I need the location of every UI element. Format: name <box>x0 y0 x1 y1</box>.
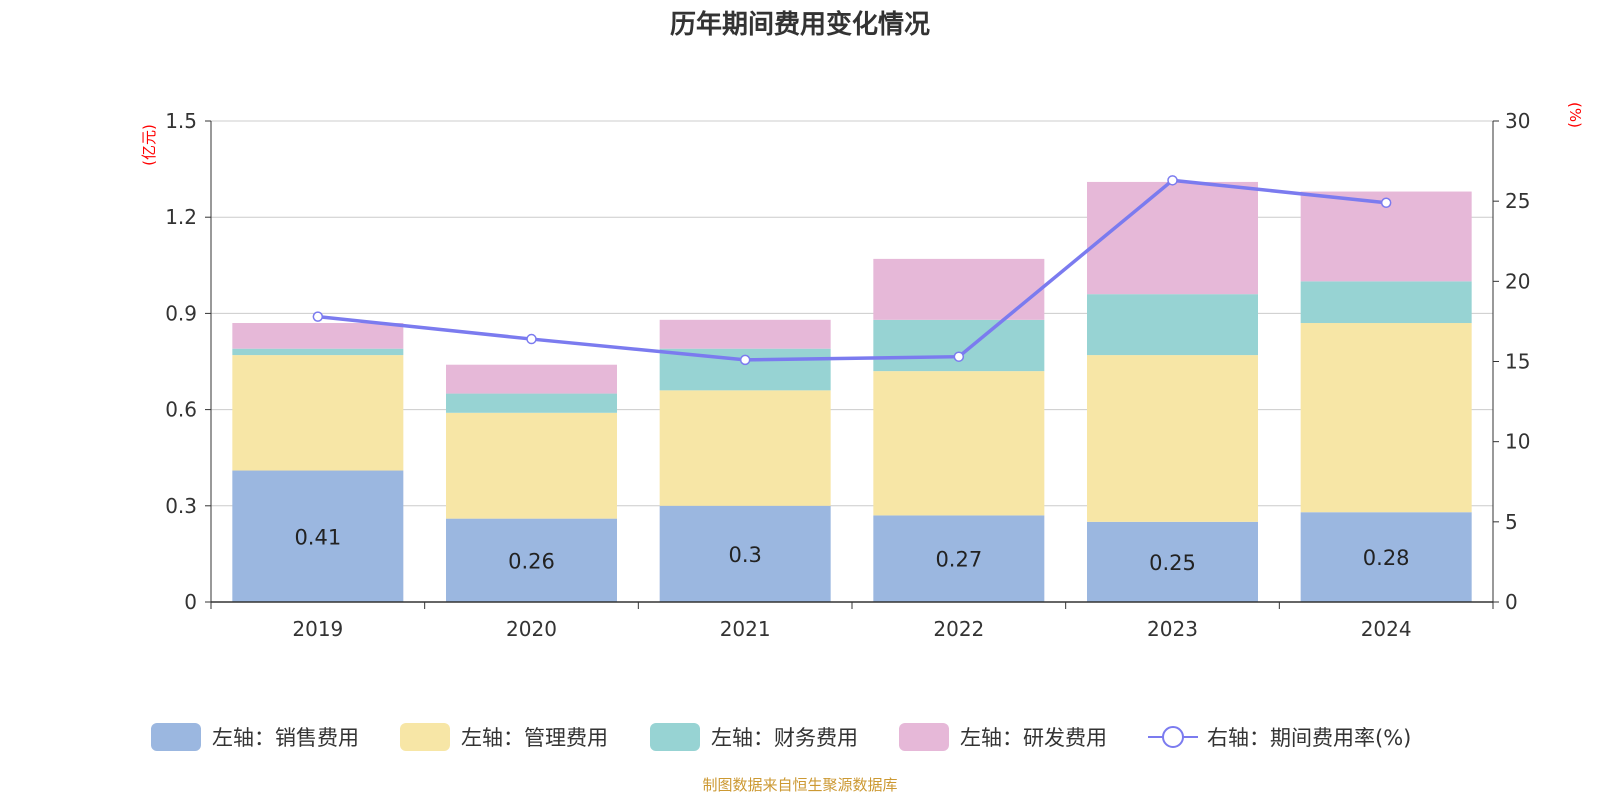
right-axis-unit: (%) <box>1566 102 1584 128</box>
bar-value-label: 0.41 <box>294 525 341 549</box>
bar-segment <box>873 371 1045 516</box>
legend-label: 左轴：销售费用 <box>212 726 359 750</box>
bar-segment <box>873 319 1045 372</box>
data-labels: 0.41 0.26 0.3 0.27 0.25 0.28 <box>294 525 1409 575</box>
bar-segment <box>446 518 617 602</box>
bar-segment <box>1087 181 1258 295</box>
rate-point <box>953 351 965 362</box>
right-tick-label: 20 <box>1505 269 1530 293</box>
bar-segment <box>659 390 831 506</box>
rate-line <box>312 175 1392 366</box>
legend-label: 右轴：期间费用率(%) <box>1207 726 1411 750</box>
right-tick-label: 5 <box>1505 510 1518 534</box>
left-tick-label: 1.2 <box>165 205 197 229</box>
bar-value-label: 0.28 <box>1363 546 1410 570</box>
rate-point <box>526 333 537 345</box>
bar-segment <box>873 258 1045 320</box>
chart-title: 历年期间费用变化情况 <box>670 9 930 40</box>
bar-segment <box>446 393 617 413</box>
bar-segment <box>1087 355 1258 522</box>
bar-segment <box>873 515 1045 602</box>
bar-segment <box>1300 512 1472 602</box>
bar-value-label: 0.25 <box>1149 551 1196 575</box>
left-tick-label: 0.3 <box>165 494 197 518</box>
legend-label: 左轴：财务费用 <box>711 726 858 750</box>
bar-segment <box>232 323 404 349</box>
rate-point <box>312 311 324 322</box>
legend-swatch <box>400 723 450 751</box>
right-tick-label: 25 <box>1505 189 1530 213</box>
bar-value-label: 0.3 <box>728 543 761 567</box>
bar-segment <box>659 319 831 349</box>
bar-segment <box>232 355 404 471</box>
bar-segment <box>1087 294 1258 356</box>
rate-point <box>1167 175 1178 186</box>
rate-point <box>739 354 751 366</box>
bar-segment <box>1087 521 1258 602</box>
legend-marker <box>1162 726 1184 748</box>
right-tick-label: 30 <box>1505 109 1530 133</box>
bar-segment <box>1300 281 1472 324</box>
bar-segment <box>232 470 404 602</box>
left-tick-label: 1.5 <box>165 109 197 133</box>
left-tick-label: 0.6 <box>165 398 197 422</box>
bars <box>232 181 1472 602</box>
legend-swatch <box>151 723 201 751</box>
left-tick-label: 0 <box>184 590 197 614</box>
footer-source: 制图数据来自恒生聚源数据库 <box>702 776 897 794</box>
axes: 0 0.3 0.6 0.9 1.2 1.5 0 5 10 15 20 25 30 2019 2020 2021… <box>165 109 1530 641</box>
x-tick-label: 2020 <box>506 617 557 641</box>
x-tick-label: 2024 <box>1361 617 1412 641</box>
bar-segment <box>232 348 404 356</box>
x-tick-label: 2022 <box>933 617 984 641</box>
x-tick-label: 2019 <box>292 617 343 641</box>
bar-segment <box>446 364 617 394</box>
rate-point <box>1380 197 1392 209</box>
right-tick-label: 15 <box>1505 350 1530 374</box>
x-tick-label: 2021 <box>720 617 771 641</box>
legend-label: 左轴：研发费用 <box>960 726 1107 750</box>
bar-segment <box>1300 323 1472 513</box>
legend-swatch <box>899 723 949 751</box>
legend-swatch <box>650 723 700 751</box>
x-tick-label: 2023 <box>1147 617 1198 641</box>
legend: 左轴：销售费用 左轴：管理费用 左轴：财务费用 左轴：研发费用 右轴：期间费用率(%) <box>151 723 1411 751</box>
bar-segment <box>446 412 617 519</box>
rate-line-path <box>317 178 1387 362</box>
grid-lines <box>211 120 1493 507</box>
left-tick-label: 0.9 <box>165 301 197 325</box>
right-tick-label: 10 <box>1505 430 1530 454</box>
right-tick-label: 0 <box>1505 590 1518 614</box>
bar-value-label: 0.27 <box>935 548 982 572</box>
bar-value-label: 0.26 <box>508 549 555 573</box>
left-axis-unit: (亿元) <box>140 124 158 166</box>
legend-label: 左轴：管理费用 <box>461 726 608 750</box>
bar-segment <box>659 505 831 602</box>
